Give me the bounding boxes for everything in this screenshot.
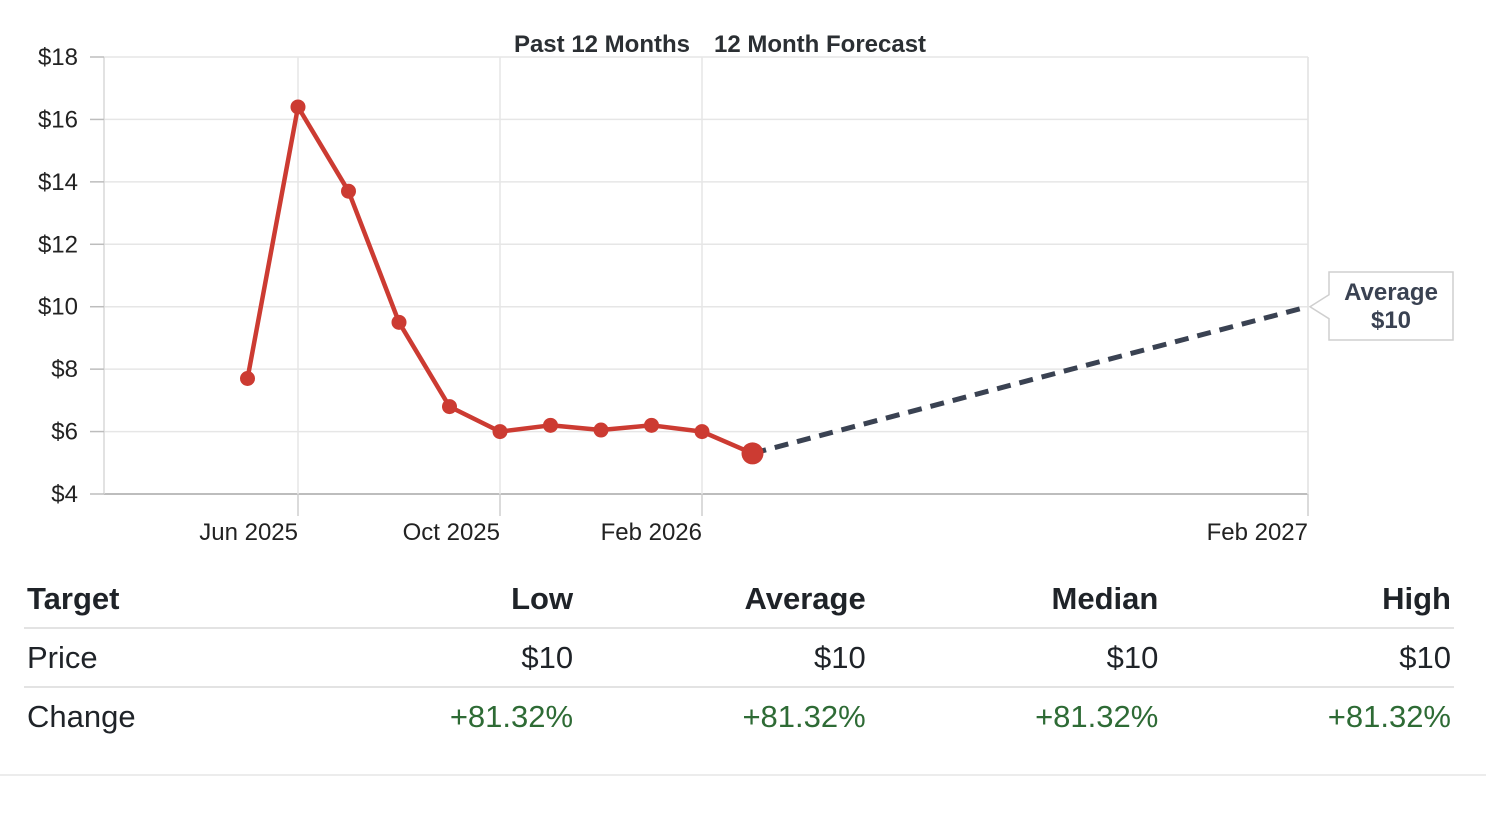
price-target-table: Target Low Average Median High Price $10… xyxy=(24,570,1454,745)
y-tick-label: $4 xyxy=(51,481,78,508)
y-tick-label: $8 xyxy=(51,356,78,383)
price-high: $10 xyxy=(1161,628,1454,688)
y-tick-label: $10 xyxy=(38,294,78,321)
change-average: +81.32% xyxy=(742,698,866,734)
x-tick-label: Jun 2025 xyxy=(199,519,298,546)
y-tick-label: $18 xyxy=(38,44,78,71)
price-low: $10 xyxy=(283,628,577,688)
data-point xyxy=(290,99,306,115)
chart-grid xyxy=(103,56,1309,495)
bottom-divider xyxy=(0,774,1486,776)
section-label-past: Past 12 Months xyxy=(514,31,690,58)
header-median: Median xyxy=(868,570,1162,629)
forecast-line xyxy=(751,304,1309,456)
data-point xyxy=(442,399,457,415)
table-row-price: Price $10 $10 $10 $10 xyxy=(24,628,1454,688)
y-tick-label: $6 xyxy=(51,419,78,446)
change-label: Change xyxy=(27,698,136,734)
forecast-callout: Average$10 xyxy=(1308,271,1454,341)
x-tick-label: Oct 2025 xyxy=(403,519,500,546)
price-average: $10 xyxy=(576,628,869,688)
chart-series xyxy=(245,104,1309,456)
chart-axes xyxy=(90,56,1309,516)
data-point xyxy=(240,371,255,387)
price-forecast-chart: $4 $6 $8 $10 $12 $14 $16 $18 Jun 2025 Oct 2025 Feb… xyxy=(38,31,1454,546)
table-header-row: Target Low Average Median High xyxy=(24,570,1454,629)
header-average: Average xyxy=(576,570,869,629)
change-high: +81.32% xyxy=(1327,698,1451,734)
header-low: Low xyxy=(283,570,577,629)
price-median: $10 xyxy=(868,628,1162,688)
header-target: Target xyxy=(24,570,284,629)
table-row-change: Change +81.32% +81.32% +81.32% +81.32% xyxy=(24,687,1454,745)
y-tick-label: $14 xyxy=(38,169,78,196)
chart-labels: $4 $6 $8 $10 $12 $14 $16 $18 Jun 2025 Oct 2025 Feb… xyxy=(38,31,1308,546)
change-median: +81.32% xyxy=(1035,698,1159,734)
y-tick-label: $12 xyxy=(38,231,78,258)
callout-box xyxy=(1308,271,1454,341)
data-point xyxy=(341,183,356,199)
chart-points xyxy=(240,99,764,465)
y-tick-label: $16 xyxy=(38,106,78,133)
data-point xyxy=(492,424,508,440)
header-high: High xyxy=(1161,570,1454,629)
x-tick-label: Feb 2026 xyxy=(601,519,702,546)
current-price-point xyxy=(741,442,764,465)
change-low: +81.32% xyxy=(449,698,574,734)
callout-label: Average xyxy=(1344,279,1438,306)
x-tick-label: Feb 2027 xyxy=(1207,519,1308,546)
data-point xyxy=(593,422,609,438)
data-point xyxy=(644,417,659,433)
section-label-forecast: 12 Month Forecast xyxy=(714,31,926,58)
data-point xyxy=(391,314,407,330)
price-label: Price xyxy=(24,628,284,688)
data-point xyxy=(543,417,558,433)
callout-value: $10 xyxy=(1371,307,1411,334)
data-point xyxy=(694,424,710,440)
